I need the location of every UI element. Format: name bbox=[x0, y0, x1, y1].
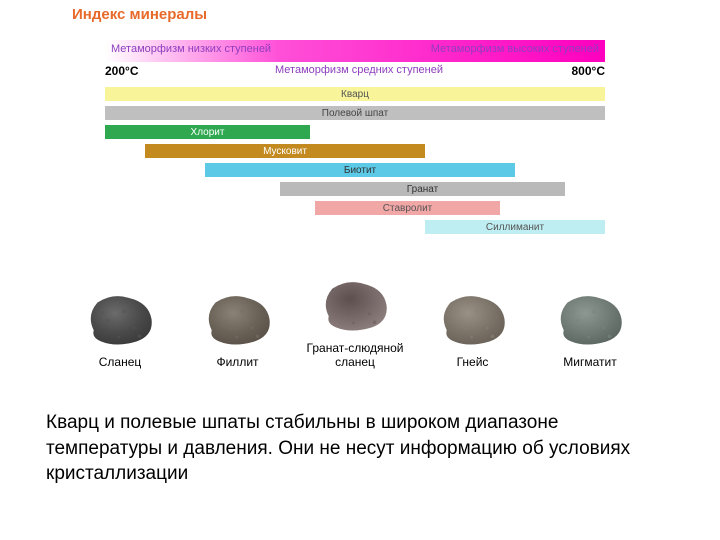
mineral-bar-label: Кварц bbox=[341, 89, 369, 100]
rock-image bbox=[315, 275, 395, 335]
mineral-bar-label: Силлиманит bbox=[486, 222, 544, 233]
mineral-bar-label: Хлорит bbox=[191, 127, 225, 138]
mineral-bar-label: Гранат bbox=[407, 184, 438, 195]
temp-label-low: 200°С bbox=[105, 64, 139, 78]
rock-sample: Гранат-слюдяной сланец bbox=[305, 275, 405, 370]
rock-label: Гранат-слюдяной сланец bbox=[305, 341, 405, 370]
mineral-bar-label: Полевой шпат bbox=[322, 108, 388, 119]
rock-sample: Мигматит bbox=[540, 289, 640, 369]
rock-sample: Сланец bbox=[70, 289, 170, 369]
mineral-bar-row: Хлорит bbox=[105, 124, 605, 140]
gradient-label-high: Метаморфизм высоких ступеней bbox=[431, 43, 599, 55]
mineral-bar-row: Мусковит bbox=[105, 143, 605, 159]
mineral-bar: Кварц bbox=[105, 87, 605, 101]
rock-sample: Филлит bbox=[188, 289, 288, 369]
rock-label: Филлит bbox=[216, 355, 258, 369]
mineral-bar-label: Мусковит bbox=[263, 146, 307, 157]
mineral-bar-row: Ставролит bbox=[105, 200, 605, 216]
mineral-bar-row: Биотит bbox=[105, 162, 605, 178]
page-title: Индекс минералы bbox=[72, 6, 207, 23]
mineral-bar: Силлиманит bbox=[425, 220, 605, 234]
mineral-index-chart: Метаморфизм низких ступеней Метаморфизм … bbox=[105, 40, 605, 238]
rock-sample: Гнейс bbox=[423, 289, 523, 369]
mineral-bars: Кварц Полевой шпат Хлорит Мусковит Биотит Гра… bbox=[105, 86, 605, 235]
rock-image bbox=[80, 289, 160, 349]
mineral-bar-row: Силлиманит bbox=[105, 219, 605, 235]
mineral-bar-row: Кварц bbox=[105, 86, 605, 102]
rock-samples-row: Сланец Филлит Гранат-слюдяной сланец Гнейс М… bbox=[70, 275, 640, 370]
rock-image bbox=[433, 289, 513, 349]
rock-image bbox=[198, 289, 278, 349]
rock-label: Мигматит bbox=[563, 355, 616, 369]
metamorphism-gradient-bar: Метаморфизм низких ступеней Метаморфизм … bbox=[105, 40, 605, 62]
gradient-label-low: Метаморфизм низких ступеней bbox=[111, 43, 271, 55]
rock-label: Гнейс bbox=[457, 355, 489, 369]
mineral-bar: Хлорит bbox=[105, 125, 310, 139]
mineral-bar: Биотит bbox=[205, 163, 515, 177]
mineral-bar-row: Гранат bbox=[105, 181, 605, 197]
mineral-bar: Полевой шпат bbox=[105, 106, 605, 120]
mineral-bar: Мусковит bbox=[145, 144, 425, 158]
temp-label-high: 800°С bbox=[572, 64, 606, 78]
mineral-bar: Ставролит bbox=[315, 201, 500, 215]
rock-label: Сланец bbox=[99, 355, 142, 369]
mineral-bar-label: Биотит bbox=[344, 165, 376, 176]
mineral-bar-label: Ставролит bbox=[383, 203, 432, 214]
caption-text: Кварц и полевые шпаты стабильны в широко… bbox=[46, 410, 651, 487]
temperature-row: 200°С Метаморфизм средних ступеней 800°С bbox=[105, 64, 605, 82]
gradient-label-mid: Метаморфизм средних ступеней bbox=[275, 64, 443, 76]
rock-image bbox=[550, 289, 630, 349]
mineral-bar-row: Полевой шпат bbox=[105, 105, 605, 121]
mineral-bar: Гранат bbox=[280, 182, 565, 196]
